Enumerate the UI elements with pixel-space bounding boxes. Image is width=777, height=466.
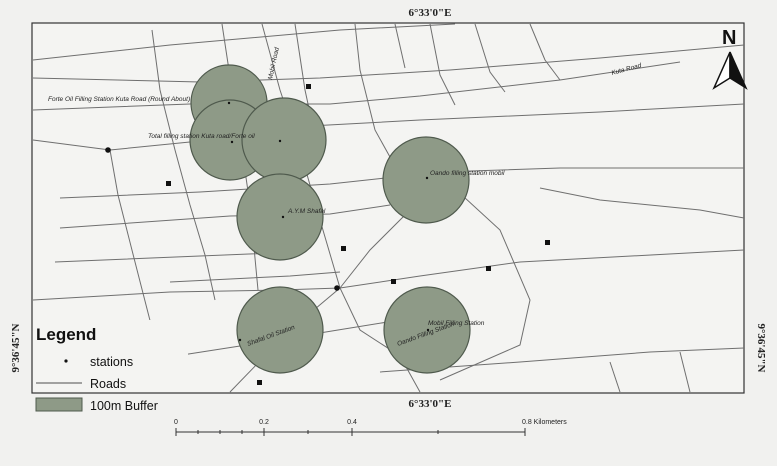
station-point bbox=[227, 101, 231, 105]
station-label-oando-mobil: Oando filling station mobil bbox=[430, 170, 505, 177]
station-point bbox=[425, 176, 429, 180]
coord-top-label: 6°33'0"E bbox=[409, 7, 452, 19]
station-point bbox=[306, 84, 311, 89]
road-network bbox=[32, 23, 745, 393]
station-point bbox=[238, 338, 242, 342]
station-point bbox=[281, 215, 285, 219]
station-point bbox=[426, 328, 430, 332]
coord-bottom-label: 6°33'0"E bbox=[409, 398, 452, 410]
station-label-forte-oil: Forte Oil Filling Station Kuta Road (Rou… bbox=[48, 96, 190, 103]
station-label-total: Total filling station Kuta road/Forte oi… bbox=[148, 133, 255, 140]
station-dot-icon bbox=[64, 359, 68, 363]
scale-bar: 0 0.2 0.4 0.8 Kilometers bbox=[174, 419, 567, 436]
scale-tick-3: 0.8 Kilometers bbox=[522, 419, 567, 426]
station-point bbox=[278, 139, 282, 143]
legend-item-buffer: 100m Buffer bbox=[90, 399, 158, 413]
station-point bbox=[486, 266, 491, 271]
legend: Legend stations Roads 100m Buffer bbox=[33, 320, 188, 413]
north-label: N bbox=[722, 27, 736, 49]
buffer-shafal-oil bbox=[236, 286, 324, 374]
legend-panel bbox=[33, 320, 188, 392]
scale-tick-2: 0.4 bbox=[347, 419, 357, 426]
station-point bbox=[341, 246, 346, 251]
scale-tick-1: 0.2 bbox=[259, 419, 269, 426]
station-point bbox=[545, 240, 550, 245]
station-point bbox=[166, 181, 171, 186]
buffer-aym-shafal bbox=[236, 173, 324, 261]
coord-left-label: 9°36'45"N bbox=[10, 323, 22, 372]
station-point bbox=[391, 279, 396, 284]
station-label-aym-shafal: A.Y.M Shafal bbox=[287, 208, 326, 215]
legend-item-stations: stations bbox=[90, 355, 133, 369]
buffer-swatch-icon bbox=[35, 397, 83, 412]
scale-tick-0: 0 bbox=[174, 419, 178, 426]
coord-right-label: 9°36'45"N bbox=[755, 323, 767, 372]
legend-item-roads: Roads bbox=[90, 377, 126, 391]
station-point bbox=[105, 147, 111, 153]
station-label-mobil-filling: Mobil Filling Station bbox=[428, 320, 485, 327]
station-point bbox=[257, 380, 262, 385]
station-point bbox=[230, 140, 234, 144]
north-arrow-icon: N bbox=[712, 27, 748, 90]
station-point bbox=[334, 285, 340, 291]
legend-title: Legend bbox=[36, 325, 96, 344]
buffer-oando-mobil bbox=[382, 136, 470, 224]
buffer-total-east bbox=[241, 97, 327, 183]
station-points bbox=[105, 84, 550, 385]
